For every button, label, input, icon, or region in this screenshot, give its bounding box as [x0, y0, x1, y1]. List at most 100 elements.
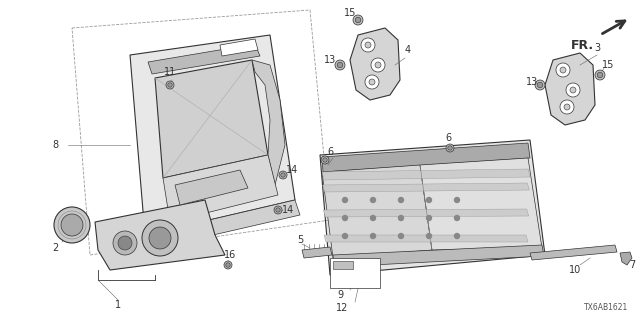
- Circle shape: [342, 197, 348, 203]
- Circle shape: [361, 38, 375, 52]
- Text: 6: 6: [445, 133, 451, 143]
- Circle shape: [369, 79, 375, 85]
- Circle shape: [281, 173, 285, 177]
- Polygon shape: [530, 245, 617, 260]
- Circle shape: [564, 104, 570, 110]
- Circle shape: [166, 81, 174, 89]
- Text: 4: 4: [405, 45, 411, 55]
- Polygon shape: [324, 235, 528, 242]
- Circle shape: [335, 60, 345, 70]
- Circle shape: [566, 83, 580, 97]
- Circle shape: [570, 87, 576, 93]
- Circle shape: [118, 236, 132, 250]
- Text: 16: 16: [224, 250, 236, 260]
- Circle shape: [142, 220, 178, 256]
- Circle shape: [446, 144, 454, 152]
- Circle shape: [113, 231, 137, 255]
- Text: 15: 15: [344, 8, 356, 18]
- Text: FR.: FR.: [571, 39, 594, 52]
- Circle shape: [321, 156, 329, 164]
- Bar: [330, 258, 380, 288]
- Circle shape: [274, 206, 282, 214]
- Circle shape: [454, 197, 460, 203]
- Circle shape: [399, 197, 403, 203]
- Polygon shape: [322, 143, 530, 172]
- Polygon shape: [350, 28, 400, 100]
- Text: 15: 15: [602, 60, 614, 70]
- Circle shape: [355, 17, 361, 23]
- Text: 5: 5: [297, 235, 303, 245]
- Circle shape: [365, 42, 371, 48]
- Circle shape: [371, 58, 385, 72]
- Circle shape: [371, 197, 376, 203]
- Text: TX6AB1621: TX6AB1621: [584, 303, 628, 312]
- Polygon shape: [145, 200, 300, 250]
- Text: 3: 3: [594, 43, 600, 53]
- Circle shape: [597, 72, 603, 78]
- Circle shape: [342, 215, 348, 220]
- Polygon shape: [155, 60, 268, 178]
- Text: 6: 6: [327, 147, 333, 157]
- Text: 1: 1: [115, 300, 121, 310]
- Circle shape: [537, 82, 543, 88]
- Circle shape: [371, 215, 376, 220]
- Polygon shape: [333, 245, 544, 267]
- Circle shape: [375, 62, 381, 68]
- Polygon shape: [252, 60, 285, 185]
- Text: 13: 13: [526, 77, 538, 87]
- Circle shape: [353, 15, 363, 25]
- Circle shape: [371, 234, 376, 238]
- Text: 7: 7: [629, 260, 635, 270]
- Circle shape: [454, 234, 460, 238]
- Text: 13: 13: [324, 55, 336, 65]
- Bar: [333, 261, 353, 269]
- Circle shape: [556, 63, 570, 77]
- Circle shape: [399, 215, 403, 220]
- Circle shape: [426, 215, 431, 220]
- Polygon shape: [545, 53, 595, 125]
- Polygon shape: [302, 247, 332, 258]
- Circle shape: [61, 214, 83, 236]
- Circle shape: [535, 80, 545, 90]
- Polygon shape: [220, 39, 258, 56]
- Polygon shape: [323, 183, 529, 192]
- Circle shape: [365, 75, 379, 89]
- Circle shape: [149, 227, 171, 249]
- Polygon shape: [620, 252, 632, 265]
- Circle shape: [426, 234, 431, 238]
- Circle shape: [595, 70, 605, 80]
- Polygon shape: [322, 165, 432, 258]
- Polygon shape: [420, 158, 542, 250]
- Polygon shape: [322, 169, 530, 180]
- Circle shape: [342, 234, 348, 238]
- Polygon shape: [175, 170, 248, 205]
- Circle shape: [279, 171, 287, 179]
- Circle shape: [323, 158, 327, 162]
- Text: 12: 12: [336, 303, 348, 313]
- Text: 8: 8: [52, 140, 58, 150]
- Text: 10: 10: [569, 265, 581, 275]
- Circle shape: [168, 83, 172, 87]
- Circle shape: [224, 261, 232, 269]
- Polygon shape: [320, 140, 545, 275]
- Circle shape: [226, 263, 230, 267]
- Circle shape: [454, 215, 460, 220]
- Circle shape: [337, 62, 343, 68]
- Text: 14: 14: [282, 205, 294, 215]
- Circle shape: [426, 197, 431, 203]
- Circle shape: [560, 100, 574, 114]
- Polygon shape: [130, 35, 295, 235]
- Polygon shape: [323, 209, 529, 217]
- Circle shape: [54, 207, 90, 243]
- Polygon shape: [163, 155, 278, 222]
- Circle shape: [448, 146, 452, 150]
- Polygon shape: [95, 200, 225, 270]
- Circle shape: [399, 234, 403, 238]
- Polygon shape: [148, 44, 260, 74]
- Text: 14: 14: [286, 165, 298, 175]
- Text: 2: 2: [52, 243, 58, 253]
- Circle shape: [276, 208, 280, 212]
- Text: 11: 11: [164, 67, 176, 77]
- Text: 9: 9: [337, 290, 343, 300]
- Circle shape: [560, 67, 566, 73]
